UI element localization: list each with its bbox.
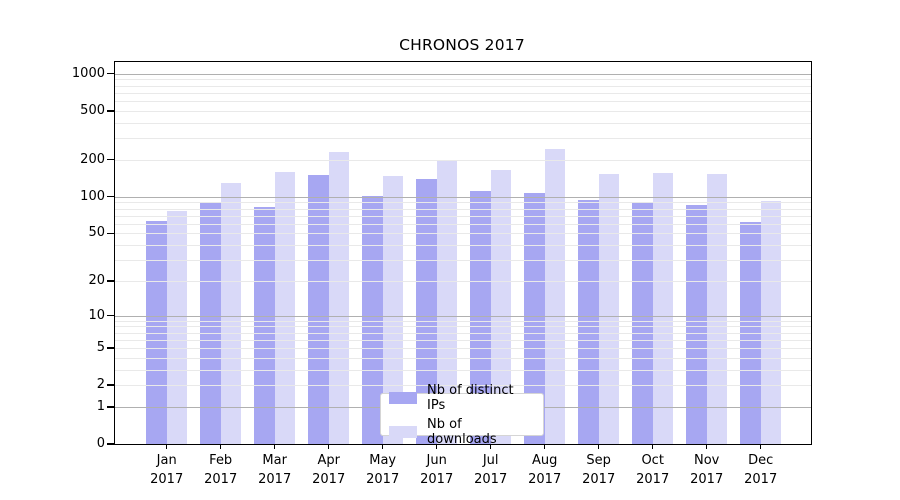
x-tick-label: May 2017 (366, 453, 400, 487)
bar-downloads-jul (490, 170, 512, 444)
x-tick-label: Sep 2017 (582, 453, 616, 487)
y-tick-label: 0 (96, 436, 105, 451)
x-tick (706, 444, 708, 449)
gridline-minor (115, 122, 811, 124)
y-tick (107, 110, 115, 112)
legend-item-distinct-ips: Nb of distinct IPs (389, 383, 535, 413)
bar-distinct-ips-jan (146, 221, 167, 444)
x-tick (652, 444, 654, 449)
x-tick (598, 444, 600, 449)
bar-downloads-nov (706, 173, 728, 444)
bar-downloads-aug (544, 148, 566, 444)
x-tick-label: Apr 2017 (312, 453, 346, 487)
x-tick (760, 444, 762, 449)
gridline-minor (115, 159, 811, 161)
y-tick (107, 232, 115, 234)
legend-label-downloads: Nb of downloads (427, 416, 497, 447)
bar-distinct-ips-sep (578, 199, 599, 444)
x-tick-label: Feb 2017 (204, 453, 238, 487)
bar-downloads-mar (274, 172, 296, 444)
bar-distinct-ips-feb (200, 203, 221, 444)
plot-area: Jan 2017 Feb 2017 Mar 2017 Apr 2017 May 2017… (72, 61, 812, 487)
bar-downloads-may (382, 175, 404, 444)
y-tick-label: 1 (96, 398, 105, 414)
bar-distinct-ips-aug (524, 192, 545, 444)
y-tick-label: 50 (88, 225, 105, 241)
x-tick-label: Jul 2017 (474, 453, 508, 487)
y-tick-label: 100 (80, 188, 105, 204)
bar-distinct-ips-jul (470, 191, 491, 444)
x-tick-label: Oct 2017 (636, 453, 670, 487)
x-tick (220, 444, 222, 449)
x-tick (544, 444, 546, 449)
legend-swatch-distinct-ips-icon (389, 391, 417, 404)
y-tick (107, 73, 115, 75)
gridline-minor (115, 101, 811, 103)
bar-distinct-ips-may (362, 195, 383, 444)
bar-downloads-sep (598, 174, 620, 444)
y-tick-label: 10 (88, 307, 105, 323)
bar-downloads-oct (652, 172, 674, 444)
bar-distinct-ips-nov (686, 205, 707, 444)
x-tick-label: Nov 2017 (690, 453, 724, 487)
x-tick (328, 444, 330, 449)
legend-swatch-downloads-icon (389, 425, 417, 438)
y-tick (107, 347, 115, 349)
x-tick-label: Jan 2017 (150, 453, 184, 487)
x-tick-label: Aug 2017 (528, 453, 562, 487)
bar-distinct-ips-dec (740, 221, 761, 444)
bar-downloads-dec (760, 201, 782, 444)
y-tick-label: 20 (88, 272, 105, 288)
bar-downloads-feb (220, 183, 242, 444)
bar-distinct-ips-oct (632, 202, 653, 444)
bar-distinct-ips-mar (254, 206, 275, 444)
y-tick (107, 406, 115, 408)
bar-downloads-jan (166, 211, 188, 444)
y-tick (107, 384, 115, 386)
legend: Nb of distinct IPs Nb of downloads (380, 383, 544, 447)
gridline-minor (115, 92, 811, 94)
x-tick-label: Dec 2017 (744, 453, 778, 487)
gridline-minor (115, 85, 811, 87)
y-tick-label: 1000 (71, 65, 105, 81)
bar-distinct-ips-apr (308, 174, 329, 444)
x-tick-label: Mar 2017 (258, 453, 292, 487)
y-tick-label: 5 (96, 339, 105, 355)
gridline-minor (115, 138, 811, 140)
y-tick-label: 200 (80, 151, 105, 167)
chart-title: CHRONOS 2017 (399, 36, 525, 54)
y-tick (107, 314, 115, 317)
gridline-minor (115, 79, 811, 81)
gridline-major (115, 73, 811, 76)
bar-downloads-apr (328, 151, 350, 444)
bar-downloads-jun (436, 160, 458, 444)
x-tick-label: Jun 2017 (420, 453, 454, 487)
legend-label-distinct-ips: Nb of distinct IPs (427, 382, 514, 413)
y-tick (107, 443, 115, 445)
y-tick-label: 2 (96, 377, 105, 393)
y-tick (107, 280, 115, 282)
y-tick (107, 159, 115, 161)
x-tick (274, 444, 276, 449)
x-tick (166, 444, 168, 449)
gridline-minor (115, 110, 811, 112)
y-tick-label: 500 (80, 102, 105, 118)
x-tick (436, 444, 438, 449)
x-tick (490, 444, 492, 449)
y-tick (107, 195, 115, 198)
x-tick (382, 444, 384, 449)
legend-item-downloads: Nb of downloads (389, 417, 535, 447)
